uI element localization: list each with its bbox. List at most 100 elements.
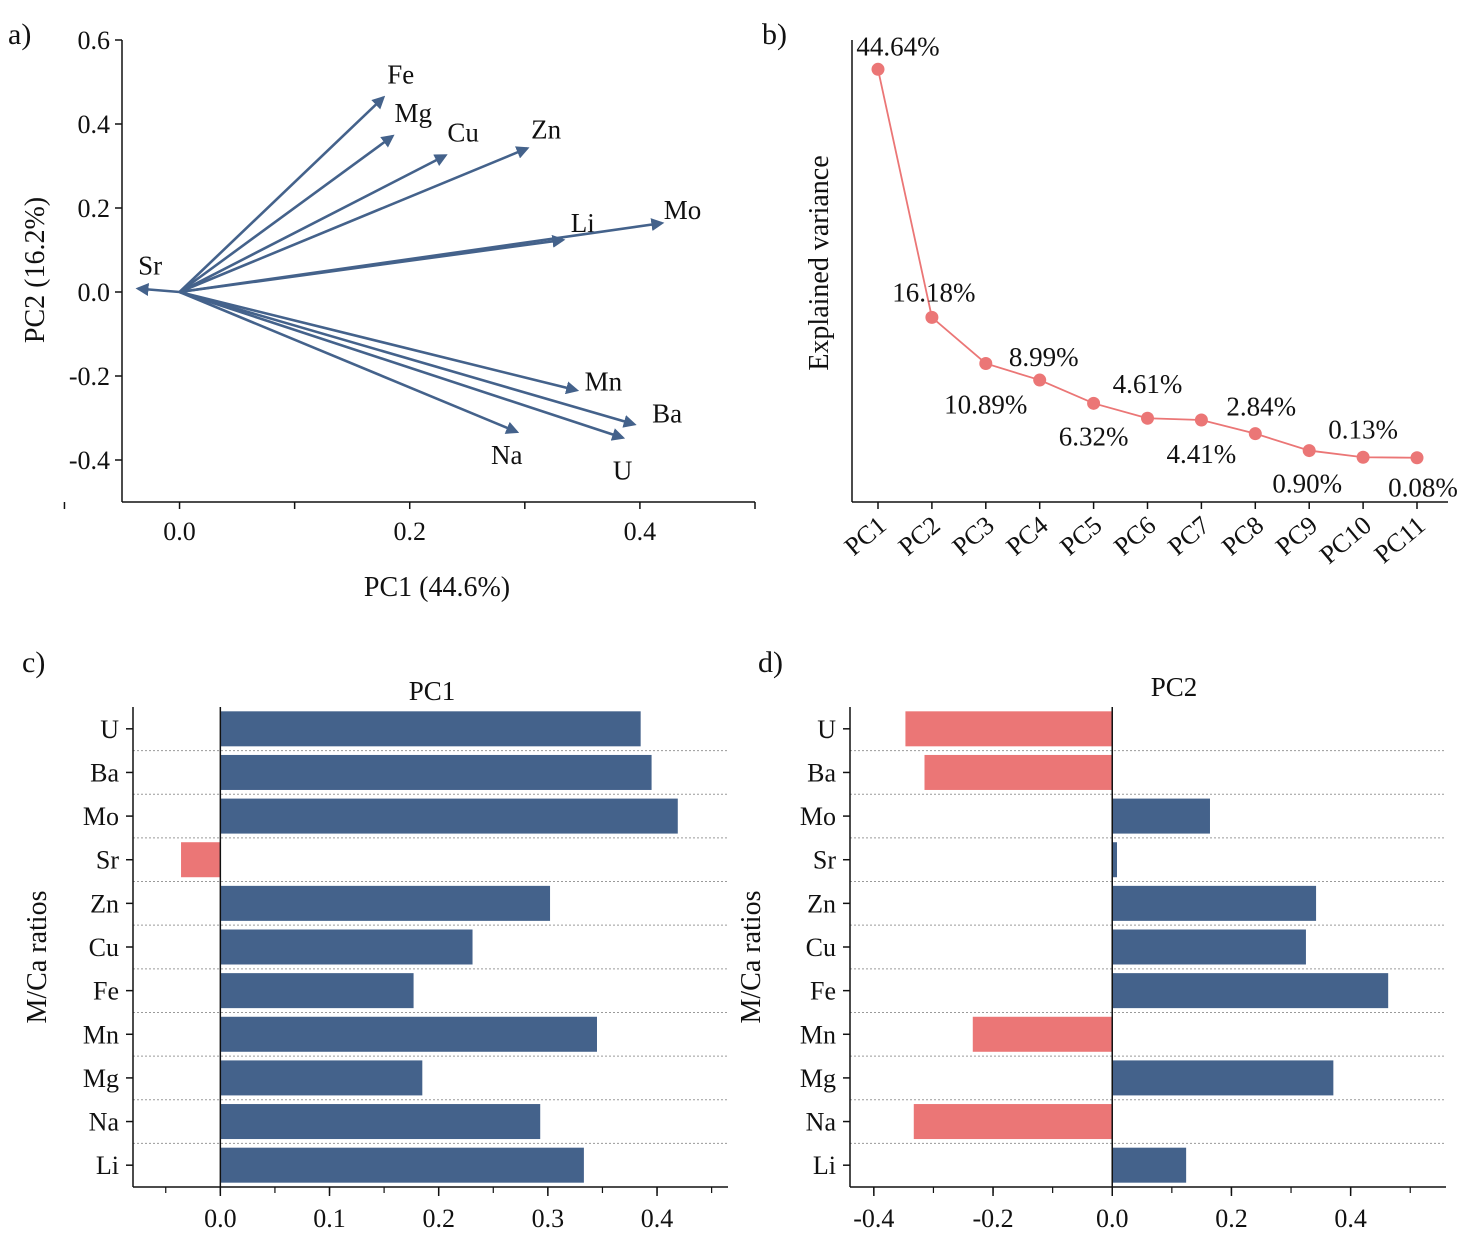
vector-label-zn: Zn bbox=[531, 114, 561, 144]
panel-d-title: PC2 bbox=[1151, 672, 1198, 702]
scree-point-pc1 bbox=[871, 62, 885, 76]
scree-point-pc9 bbox=[1302, 444, 1316, 458]
panel-a-label: a) bbox=[8, 18, 31, 51]
panel-d-category-label: Fe bbox=[810, 977, 836, 1006]
panel-c-x-tick-label: 0.4 bbox=[641, 1204, 674, 1233]
panel-d-bar-fe bbox=[1112, 973, 1389, 1009]
panel-d-category-label: Zn bbox=[807, 889, 836, 918]
panel-b-x-tick-label: PC7 bbox=[1162, 510, 1215, 561]
panel-c-bar-zn bbox=[220, 885, 551, 921]
panel-d-x-tick-label: 0.0 bbox=[1096, 1204, 1129, 1233]
panel-d-bar-ba bbox=[924, 754, 1113, 790]
panel-b-x-tick-label: PC1 bbox=[839, 510, 892, 561]
panel-c-x-tick-label: 0.0 bbox=[204, 1204, 237, 1233]
panel-b-x-tick-label: PC6 bbox=[1108, 510, 1161, 561]
panel-a-biplot: a) 0.6 0.4 0.2 0.0 -0.2 -0.4 0.0 0.2 0.4 Fe Mg Cu Z… bbox=[8, 18, 756, 603]
panel-d-bar-sr bbox=[1112, 842, 1118, 878]
panel-a-x-axis-label: PC1 (44.6%) bbox=[364, 572, 510, 603]
vector-label-ba: Ba bbox=[652, 398, 682, 428]
vector-label-mg: Mg bbox=[394, 98, 432, 128]
panel-d-category-label: Li bbox=[813, 1151, 836, 1180]
vector-sr bbox=[135, 283, 180, 296]
panel-d-bar-mo bbox=[1112, 798, 1210, 834]
scree-point-pc3 bbox=[979, 356, 993, 370]
scree-value-label: 2.84% bbox=[1226, 392, 1296, 422]
panel-d-bar-li bbox=[1112, 1147, 1187, 1183]
vector-label-na: Na bbox=[491, 440, 522, 470]
panel-c-title: PC1 bbox=[409, 676, 456, 706]
panel-c-bar-li bbox=[220, 1147, 584, 1183]
vector-na bbox=[179, 290, 520, 434]
panel-c-bar-fe bbox=[220, 973, 414, 1009]
panel-c-category-label: Mg bbox=[83, 1064, 119, 1093]
panel-a-x-tick-label: 0.2 bbox=[393, 517, 426, 546]
panel-c-bar-mn bbox=[220, 1016, 597, 1052]
vector-label-fe: Fe bbox=[387, 60, 414, 90]
scree-value-label: 8.99% bbox=[1009, 342, 1079, 372]
panel-d-category-label: Mn bbox=[800, 1020, 836, 1049]
panel-c-x-tick-label: 0.1 bbox=[313, 1204, 346, 1233]
panel-d-category-label: U bbox=[817, 715, 836, 744]
scree-value-label: 0.90% bbox=[1272, 469, 1342, 499]
panel-d-x-tick-label: -0.2 bbox=[972, 1204, 1013, 1233]
vector-ba bbox=[179, 290, 637, 428]
panel-c-bar-ba bbox=[220, 754, 652, 790]
panel-d-y-axis-label: M/Ca ratios bbox=[736, 891, 767, 1024]
vector-mg bbox=[178, 134, 395, 294]
vector-u bbox=[179, 290, 626, 441]
scree-value-label: 4.61% bbox=[1113, 369, 1183, 399]
scree-value-label: 10.89% bbox=[944, 389, 1027, 419]
panel-d-pc2-loadings: d) PC2 U Ba Mo Sr Zn Cu Fe Mn Mg Na Li -0.4 -0.2 0.0 0… bbox=[736, 646, 1446, 1233]
panel-c-x-tick-label: 0.2 bbox=[422, 1204, 455, 1233]
panel-b-x-tick-label: PC2 bbox=[893, 510, 946, 561]
scree-point-pc8 bbox=[1248, 427, 1262, 441]
vector-fe bbox=[178, 95, 386, 293]
vector-label-cu: Cu bbox=[447, 118, 479, 148]
panel-d-bar-mn bbox=[972, 1016, 1113, 1052]
panel-d-x-tick-label: 0.4 bbox=[1334, 1204, 1367, 1233]
panel-b-x-tick-label: PC8 bbox=[1216, 510, 1269, 561]
panel-c-bar-na bbox=[220, 1104, 541, 1140]
panel-b-x-tick-label: PC5 bbox=[1054, 510, 1107, 561]
panel-c-category-label: Zn bbox=[90, 889, 119, 918]
panel-c-category-label: Na bbox=[89, 1108, 120, 1137]
vector-label-mo: Mo bbox=[664, 195, 702, 225]
panel-d-category-label: Ba bbox=[807, 758, 836, 787]
panel-a-x-tick-label: 0.4 bbox=[624, 517, 657, 546]
panel-c-category-label: Mn bbox=[83, 1020, 119, 1049]
panel-a-x-tick-label: 0.0 bbox=[163, 517, 196, 546]
panel-a-y-tick-label: -0.2 bbox=[69, 362, 110, 391]
scree-point-pc2 bbox=[925, 310, 939, 324]
scree-value-label: 6.32% bbox=[1059, 421, 1129, 451]
panel-d-bar-zn bbox=[1112, 885, 1317, 921]
panel-b-x-tick-label: PC10 bbox=[1314, 510, 1377, 569]
scree-value-label: 44.64% bbox=[856, 31, 939, 61]
panel-d-category-label: Mg bbox=[800, 1064, 836, 1093]
panel-a-y-tick-label: 0.0 bbox=[78, 278, 111, 307]
panel-c-pc1-loadings: c) PC1 U Ba Mo Sr Zn Cu Fe Mn Mg Na Li 0.0 0.1 0.2 0.3… bbox=[22, 646, 728, 1233]
scree-point-pc4 bbox=[1033, 373, 1047, 387]
panel-c-bar-sr bbox=[181, 842, 221, 878]
scree-point-pc5 bbox=[1087, 396, 1101, 410]
panel-c-label: c) bbox=[22, 646, 45, 679]
vector-cu bbox=[178, 154, 448, 294]
panel-b-x-tick-label: PC11 bbox=[1369, 510, 1431, 569]
scree-point-pc6 bbox=[1141, 411, 1154, 425]
panel-d-category-label: Na bbox=[806, 1108, 837, 1137]
panel-d-category-label: Cu bbox=[806, 933, 836, 962]
panel-d-category-label: Mo bbox=[800, 802, 836, 831]
vector-label-sr: Sr bbox=[138, 251, 162, 281]
panel-c-category-label: Li bbox=[96, 1151, 119, 1180]
panel-d-label: d) bbox=[758, 646, 783, 679]
panel-d-x-tick-label: 0.2 bbox=[1215, 1204, 1248, 1233]
panel-b-x-tick-label: PC9 bbox=[1270, 510, 1323, 561]
vector-zn bbox=[179, 146, 530, 294]
vector-label-mn: Mn bbox=[585, 366, 623, 396]
panel-c-category-label: Sr bbox=[96, 846, 119, 875]
scree-point-pc7 bbox=[1194, 413, 1208, 427]
panel-d-bar-u bbox=[905, 711, 1113, 747]
panel-b-label: b) bbox=[762, 18, 787, 51]
panel-c-x-tick-label: 0.3 bbox=[532, 1204, 565, 1233]
panel-b-x-tick-label: PC3 bbox=[947, 510, 1000, 561]
panel-a-y-tick-label: -0.4 bbox=[69, 446, 110, 475]
